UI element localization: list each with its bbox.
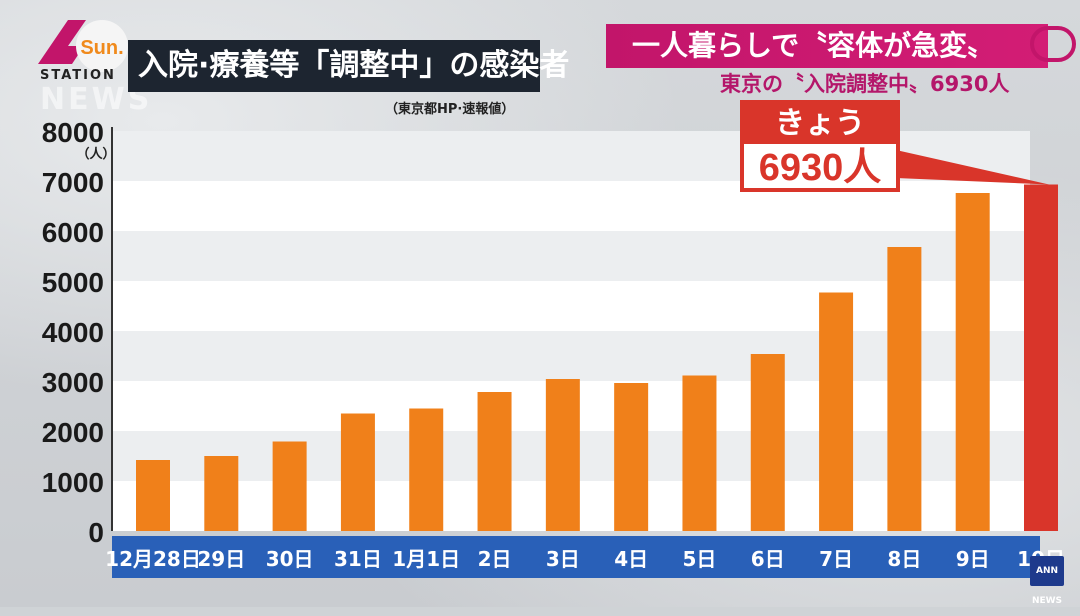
bar <box>204 456 239 531</box>
y-tick-label: 7000 <box>42 167 104 198</box>
bar <box>750 354 785 531</box>
callout-value: 6930人 <box>759 147 882 189</box>
x-tick-label: 30日 <box>266 547 314 571</box>
grid-band <box>112 231 1030 281</box>
x-tick-label: 29日 <box>197 547 245 571</box>
bar <box>477 392 512 531</box>
y-tick-label: 4000 <box>42 317 104 348</box>
x-tick-label: 31日 <box>334 547 382 571</box>
y-tick-label: 0 <box>88 517 104 548</box>
x-tick-label: 2日 <box>478 547 512 571</box>
headline-sub: 東京の〝入院調整中〟6930人 <box>720 72 1010 96</box>
y-tick-label: 6000 <box>42 217 104 248</box>
station-text: STATION <box>40 68 116 83</box>
bar <box>409 408 444 531</box>
bar <box>545 379 580 531</box>
source-note: （東京都HP·速報値） <box>385 102 515 117</box>
bar <box>614 383 649 531</box>
x-tick-label: 4日 <box>614 547 648 571</box>
x-tick-label: 6日 <box>751 547 785 571</box>
bar <box>136 460 170 531</box>
bar <box>819 292 854 531</box>
grid-band <box>112 331 1030 381</box>
x-tick-label: 8日 <box>887 547 921 571</box>
headline-ring-icon <box>1030 26 1076 62</box>
y-tick-label: 8000 <box>42 117 104 148</box>
x-tick-label: 7日 <box>819 547 853 571</box>
logo-text: Sun. <box>80 37 123 59</box>
x-tick-label: 5日 <box>683 547 717 571</box>
x-tick-label: 12月28日 <box>105 547 201 571</box>
bar <box>1024 184 1058 531</box>
headline-main: 一人暮らしで〝容体が急変〟 <box>606 24 1048 68</box>
callout-label: きょう <box>775 106 865 141</box>
chart-title: 入院·療養等「調整中」の感染者 <box>128 40 569 92</box>
bar <box>682 375 717 531</box>
y-tick-label: 5000 <box>42 267 104 298</box>
y-tick-label: 2000 <box>42 417 104 448</box>
today-callout: きょう 6930人 <box>740 100 1049 192</box>
y-axis-unit: （人） <box>76 146 115 162</box>
y-tick-label: 1000 <box>42 467 104 498</box>
y-tick-label: 3000 <box>42 367 104 398</box>
grid-band <box>112 281 1030 331</box>
sun-logo-icon: Sun. <box>38 20 128 72</box>
bar <box>955 193 990 531</box>
x-axis-band <box>112 536 1040 578</box>
ann-news-badge: ANN NEWS <box>1030 556 1064 606</box>
x-tick-label: 9日 <box>956 547 990 571</box>
bar <box>272 441 307 531</box>
bar <box>340 413 375 531</box>
x-tick-label: 1月1日 <box>392 547 460 571</box>
x-tick-label: 3日 <box>546 547 580 571</box>
bar <box>887 247 922 531</box>
